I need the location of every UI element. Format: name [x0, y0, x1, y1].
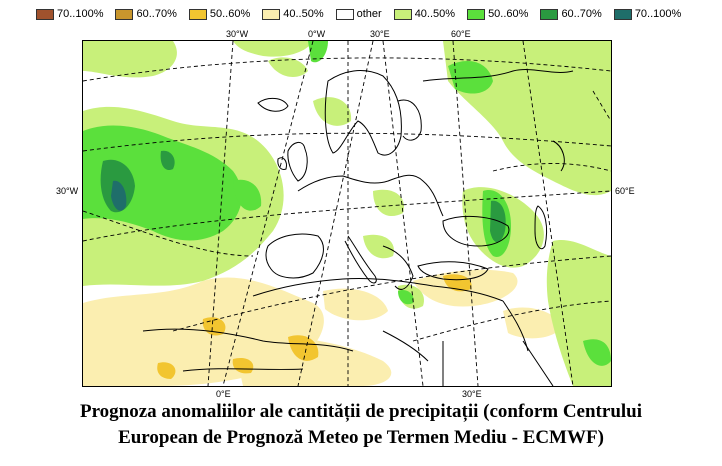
legend-item: 60..70%: [540, 8, 602, 20]
lon-label-30e-bottom: 30°E: [462, 389, 482, 399]
legend-label: 60..70%: [561, 8, 602, 20]
legend-swatch: [540, 8, 559, 20]
legend-label: 60..70%: [136, 8, 177, 20]
legend-swatch: [613, 8, 632, 20]
legend-label: 70..100%: [634, 8, 682, 20]
legend-label: 50..60%: [488, 8, 529, 20]
legend-item: other: [335, 8, 382, 20]
legend-swatch: [262, 8, 281, 20]
wet-50-60-areas: [83, 41, 611, 366]
lat-label-left: 30°W: [56, 186, 79, 196]
legend-swatch: [115, 8, 134, 20]
legend-swatch: [393, 8, 412, 20]
graticule: [83, 41, 611, 386]
dry-40-50-areas: [83, 239, 563, 386]
legend-item: 40..50%: [262, 8, 324, 20]
lat-label-right: 60°E: [615, 186, 635, 196]
caption-line-2: European de Prognoză Meteo pe Termen Med…: [118, 427, 604, 448]
legend-label: 40..50%: [414, 8, 456, 20]
legend-label: 70..100%: [57, 8, 104, 20]
legend-swatch: [467, 8, 486, 20]
legend-item: 60..70%: [115, 8, 177, 20]
legend-item: 70..100%: [613, 8, 682, 20]
legend: 70..100% 60..70% 50..60% 40..50% other 4…: [36, 6, 686, 22]
legend-item: 50..60%: [188, 8, 251, 20]
lon-label-0e-bottom: 0°E: [216, 389, 231, 399]
lon-label-60e-top: 60°E: [451, 29, 471, 39]
legend-item: 40..50%: [393, 8, 456, 20]
legend-label: 40..50%: [283, 8, 324, 20]
precipitation-anomaly-map: [82, 40, 612, 387]
legend-swatch: [188, 8, 207, 20]
legend-swatch: [36, 8, 54, 20]
lon-label-30w-top: 30°W: [226, 29, 249, 39]
caption-line-1: Prognoza anomaliilor ale cantității de p…: [79, 401, 643, 422]
wet-70-100-areas: [111, 180, 127, 211]
legend-label: other: [356, 8, 382, 20]
map-canvas: [83, 41, 611, 386]
legend-swatch: [335, 8, 354, 20]
lon-label-30e-top: 30°E: [370, 29, 390, 39]
legend-label: 50..60%: [209, 8, 251, 20]
legend-item: 70..100%: [36, 8, 103, 20]
coastlines: [142, 69, 574, 386]
legend-item: 50..60%: [467, 8, 528, 20]
lon-label-0w-top: 0°W: [308, 29, 326, 39]
